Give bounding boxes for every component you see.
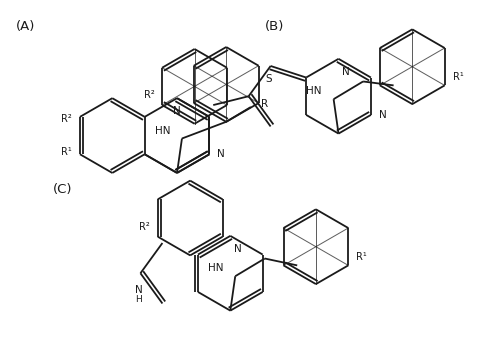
Text: HN: HN	[154, 125, 170, 136]
Text: R²: R²	[139, 222, 150, 232]
Text: R¹: R¹	[452, 72, 464, 82]
Text: (C): (C)	[54, 183, 73, 196]
Text: HN: HN	[306, 86, 322, 96]
Text: (B): (B)	[265, 21, 284, 33]
Text: N: N	[173, 106, 181, 116]
Text: R: R	[260, 99, 268, 109]
Text: H: H	[135, 295, 142, 304]
Text: R¹: R¹	[62, 147, 72, 157]
Text: R¹: R¹	[356, 252, 367, 262]
Text: N: N	[134, 285, 142, 295]
Text: N: N	[379, 110, 386, 120]
Text: R²: R²	[144, 90, 154, 100]
Text: S: S	[266, 74, 272, 84]
Text: (A): (A)	[16, 21, 36, 33]
Text: N: N	[218, 149, 225, 159]
Text: HN: HN	[208, 263, 224, 273]
Text: R²: R²	[62, 114, 72, 124]
Text: N: N	[234, 244, 242, 254]
Text: N: N	[342, 67, 350, 77]
